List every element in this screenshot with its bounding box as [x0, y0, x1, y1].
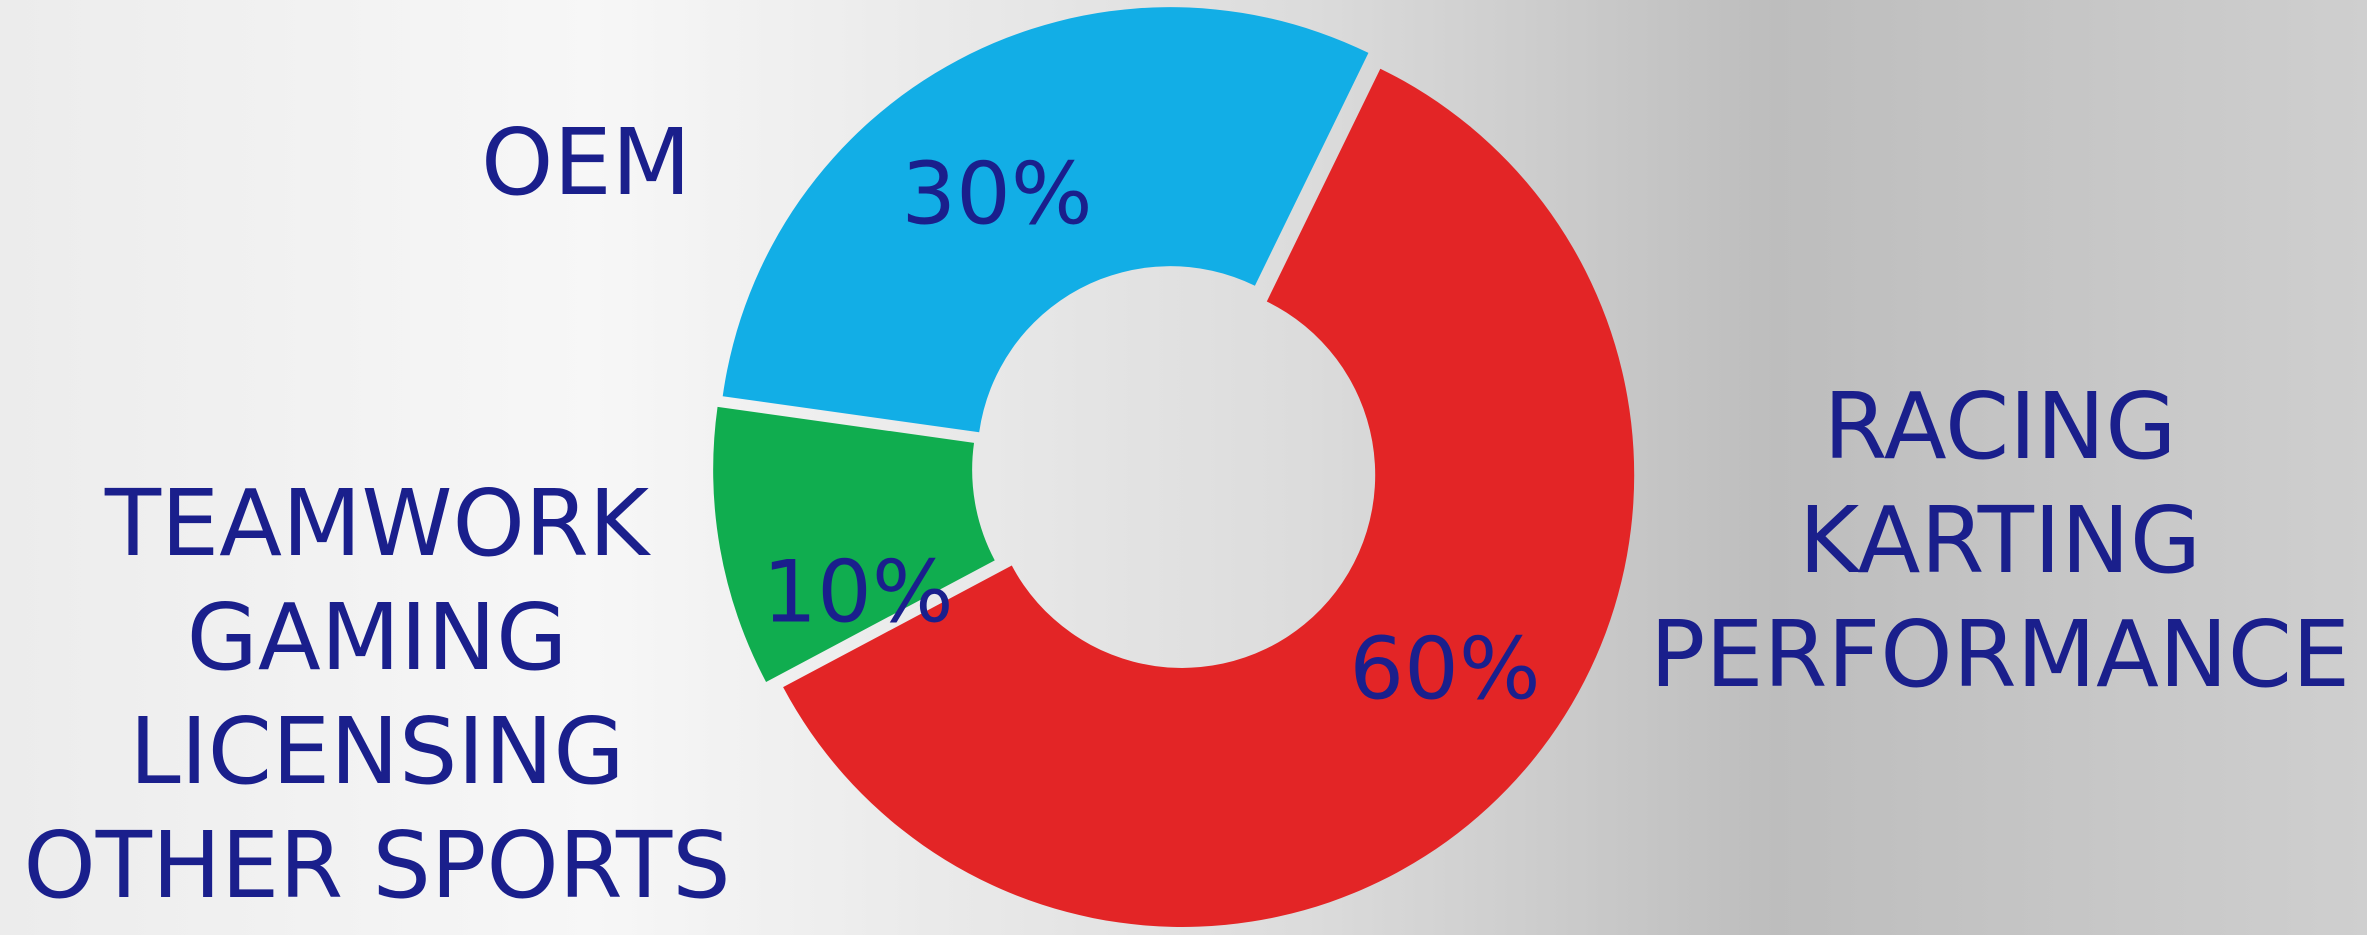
value-label: 10% — [762, 542, 953, 642]
value-label: 60% — [1349, 619, 1540, 719]
category-label: TEAMWORK GAMING LICENSING OTHER SPORTS — [23, 470, 731, 919]
value-label: 30% — [901, 144, 1092, 244]
donut-segment — [713, 406, 995, 682]
donut-segment — [783, 68, 1635, 927]
donut-segment — [722, 7, 1369, 433]
category-label: RACING KARTING PERFORMANCE — [1649, 373, 2351, 708]
category-label: OEM — [481, 109, 691, 216]
